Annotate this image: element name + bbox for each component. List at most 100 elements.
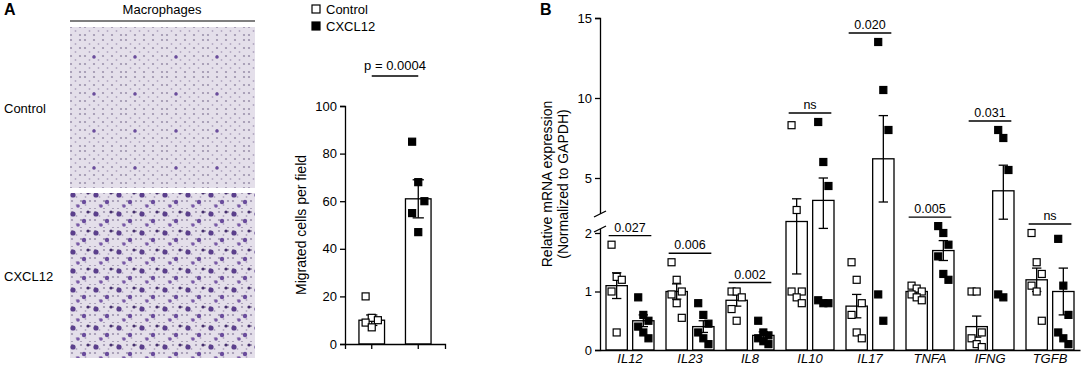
error-bar-part — [736, 294, 737, 306]
point — [635, 294, 642, 301]
point — [1055, 235, 1062, 242]
x-axis-line — [601, 350, 1081, 351]
y-tick-label: 20 — [323, 289, 337, 304]
error-bar-part — [879, 115, 888, 116]
point — [1000, 294, 1007, 301]
significance-label: ns — [1043, 209, 1056, 223]
chart: 01251015IL12IL23IL8IL10IL17TNFAIFNGTGFBR… — [539, 11, 1081, 367]
point — [673, 300, 680, 307]
y-tick: 0 — [330, 337, 345, 352]
error-bar-part — [852, 294, 861, 295]
bar — [405, 199, 431, 344]
point — [995, 127, 1002, 134]
x-tick: IL10 — [797, 350, 823, 366]
x-tick-label: IL12 — [617, 351, 643, 366]
point — [608, 241, 615, 248]
error-bar-part — [976, 316, 977, 337]
error-bar-part — [792, 273, 801, 274]
significance-label: 0.027 — [614, 221, 645, 235]
y-tick-label: 15 — [578, 11, 592, 26]
point — [1060, 282, 1067, 289]
x-tick: TNFA — [914, 350, 947, 366]
y-tick-mark — [595, 98, 600, 99]
legend-marker — [312, 5, 320, 13]
point — [645, 317, 652, 324]
significance-bracket — [849, 32, 892, 33]
point — [618, 276, 625, 283]
point — [875, 39, 882, 46]
y-tick-label: 1 — [585, 284, 592, 299]
y-tick: 0 — [585, 343, 600, 358]
error-bar-part — [999, 165, 1008, 166]
error-bar-part — [879, 201, 888, 202]
point — [705, 341, 712, 348]
point — [825, 300, 832, 307]
image-title: Macrophages — [123, 2, 202, 17]
y-tick: 15 — [578, 11, 600, 26]
point — [858, 335, 865, 342]
y-axis-title: Migrated cells per field — [293, 155, 309, 295]
y-tick: 1 — [585, 284, 600, 299]
error-bar — [1059, 268, 1068, 315]
point — [645, 335, 652, 342]
significance-bracket — [789, 112, 832, 113]
y-axis: 01251015 — [578, 11, 601, 358]
error-bar-part — [1063, 268, 1064, 315]
point — [978, 344, 985, 350]
x-axis-line — [346, 345, 446, 350]
point — [918, 297, 925, 304]
significance-label: ns — [803, 98, 816, 112]
point — [848, 311, 855, 318]
panel-label: A — [4, 1, 16, 18]
point — [668, 259, 675, 266]
error-bar-part — [676, 284, 677, 299]
point — [765, 341, 772, 348]
legend-label: CXCL12 — [326, 19, 375, 34]
point — [673, 276, 680, 283]
y-tick-label: 60 — [323, 194, 337, 209]
y-axis-line — [340, 107, 346, 345]
point — [1038, 270, 1045, 277]
point — [1033, 259, 1040, 266]
x-axis — [346, 344, 446, 349]
y-tick-mark — [595, 291, 600, 292]
x-tick: IL8 — [741, 350, 760, 366]
error-bar-part — [1032, 267, 1041, 268]
point — [409, 210, 416, 217]
point — [668, 291, 675, 298]
y-tick-mark — [340, 201, 345, 202]
y-tick: 40 — [323, 241, 345, 256]
x-tick: IL17 — [857, 350, 883, 366]
point — [368, 324, 375, 331]
error-bar-part — [823, 178, 824, 228]
plot-area — [359, 138, 431, 344]
bar — [726, 300, 747, 350]
x-tick-mark — [371, 344, 372, 349]
error-bar-part — [856, 294, 857, 317]
significance-bracket — [669, 253, 712, 254]
panel-label: B — [540, 1, 552, 18]
y-tick-mark — [340, 106, 345, 107]
significance-label: p = 0.0004 — [364, 58, 426, 73]
x-tick-label: IFNG — [974, 351, 1005, 366]
y-tick-mark — [340, 249, 345, 250]
point — [935, 253, 942, 260]
point — [1005, 167, 1012, 174]
y-tick: 80 — [323, 146, 345, 161]
legend: ControlCXCL12 — [312, 2, 375, 34]
axis-break-mark — [594, 211, 606, 217]
significance-bracket — [1029, 223, 1072, 224]
error-bar-part — [999, 219, 1008, 220]
bar — [933, 251, 954, 350]
point — [415, 229, 422, 236]
y-tick: 5 — [585, 171, 600, 186]
error-bar-part — [1059, 267, 1068, 268]
error-bar — [792, 199, 801, 274]
point — [788, 122, 795, 129]
y-axis: 020406080100 — [315, 99, 345, 352]
image-row-label: CXCL12 — [4, 269, 53, 284]
significance-bracket — [609, 235, 652, 236]
x-tick-label: IL8 — [741, 351, 760, 366]
x-tick-label: TNFA — [914, 351, 947, 366]
bar — [906, 292, 927, 351]
